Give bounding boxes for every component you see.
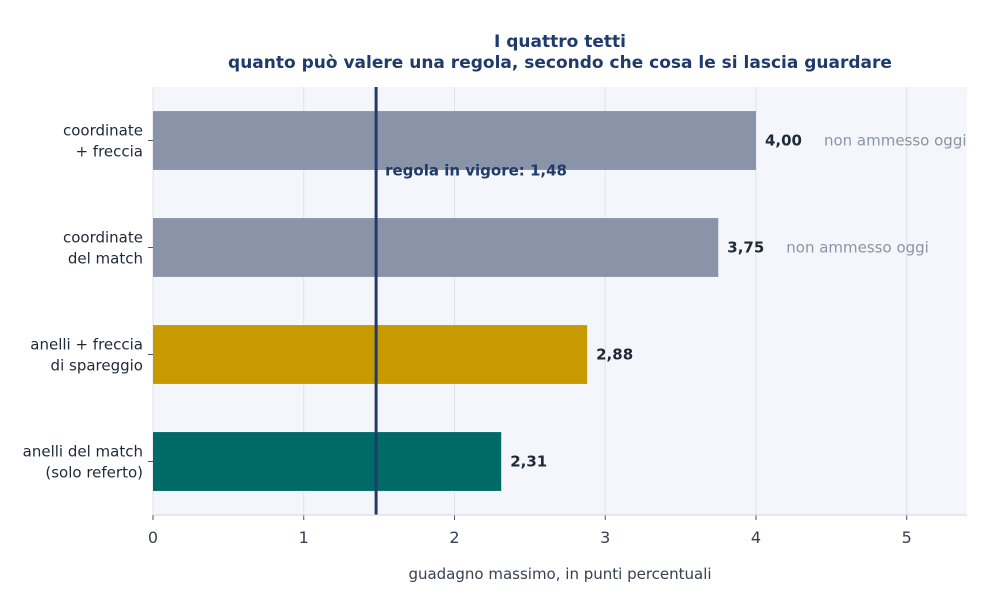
value-label-2: 2,88 — [596, 346, 633, 364]
x-axis-label: guadagno massimo, in punti percentuali — [408, 565, 711, 583]
x-tick-label-0: 0 — [148, 528, 158, 547]
y-tick-label-0-line-1: + freccia — [75, 143, 143, 161]
y-tick-label-2-line-1: di spareggio — [51, 357, 143, 375]
reference-line-group: regola in vigore: 1,48 — [374, 87, 567, 515]
y-tick-label-1-line-1: del match — [68, 250, 143, 268]
chart-subtitle: quanto può valere una regola, secondo ch… — [228, 53, 892, 73]
value-labels: 4,00 non ammesso oggi 3,75 non ammesso oggi… — [510, 132, 966, 471]
bars — [153, 111, 756, 491]
y-tick-label-0-line-0: coordinate — [63, 122, 143, 140]
x-tick-label-5: 5 — [902, 528, 912, 547]
x-tick-label-1: 1 — [299, 528, 309, 547]
bar-2 — [153, 325, 588, 384]
bar-3 — [153, 432, 502, 491]
y-tick-label-3-line-1: (solo referto) — [45, 464, 143, 482]
y-tick-label-1-line-0: coordinate — [63, 229, 143, 247]
value-label-3: 2,31 — [510, 453, 547, 471]
x-axis: 0 1 2 3 4 5 — [148, 514, 967, 547]
x-tick-label-2: 2 — [449, 528, 459, 547]
value-label-0: 4,00 — [765, 132, 802, 150]
bar-note-1: non ammesso oggi — [786, 239, 929, 257]
chart-title: I quattro tetti — [494, 32, 626, 52]
y-axis: coordinate + freccia coordinate del match an… — [23, 122, 153, 482]
y-tick-label-3-line-0: anelli del match — [23, 443, 143, 461]
value-label-1: 3,75 — [727, 239, 764, 257]
y-tick-label-2-line-0: anelli + freccia — [30, 336, 143, 354]
x-tick-label-3: 3 — [600, 528, 610, 547]
x-tick-label-4: 4 — [751, 528, 761, 547]
reference-line-label: regola in vigore: 1,48 — [385, 162, 567, 180]
bar-1 — [153, 218, 719, 277]
bar-note-0: non ammesso oggi — [824, 132, 967, 150]
bar-0 — [153, 111, 756, 170]
